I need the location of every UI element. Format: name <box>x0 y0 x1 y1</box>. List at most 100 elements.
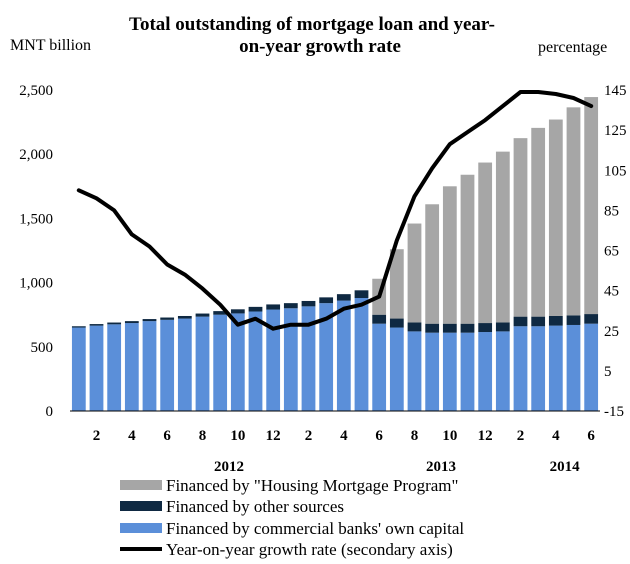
chart-title: Total outstanding of mortgage loan and y… <box>129 14 495 57</box>
growth-rate-line <box>76 90 594 331</box>
bar-segment-hmp <box>584 97 599 315</box>
bar-segment-banks <box>460 332 475 411</box>
bar-segment-hmp <box>531 127 546 317</box>
bar-segment-banks <box>124 323 139 411</box>
bar-segment-other <box>160 317 175 320</box>
bar-segment-banks <box>372 323 387 411</box>
chart-title-line2: on-year growth rate <box>239 36 401 57</box>
bar-segment-banks <box>160 319 175 411</box>
bar-segment-other <box>230 309 245 314</box>
right-tick-label: 125 <box>604 123 627 139</box>
legend-label-growth: Year-on-year growth rate (secondary axis… <box>166 540 453 559</box>
bar-segment-banks <box>283 308 298 411</box>
legend: Financed by "Housing Mortgage Program" F… <box>120 476 464 559</box>
bar-segment-banks <box>425 332 440 411</box>
right-axis-ticks: -15 5 25 45 65 85 105 125 145 <box>604 83 627 420</box>
x-tick-label: 6 <box>163 428 171 444</box>
bar-segment-other <box>319 297 334 304</box>
x-tick-label: 2 <box>517 428 525 444</box>
bar-segment-other <box>372 314 387 324</box>
x-tick-label: 6 <box>375 428 383 444</box>
bar-segment-other <box>354 290 369 299</box>
bar-segment-banks <box>336 300 351 411</box>
bar-segment-other <box>566 315 581 325</box>
growth-rate-polyline <box>76 90 594 331</box>
x-tick-label: 4 <box>552 428 560 444</box>
right-tick-label: 105 <box>604 163 627 179</box>
bar-segment-banks <box>301 306 316 411</box>
chart-title-line1: Total outstanding of mortgage loan and y… <box>129 14 495 35</box>
x-axis-ticks: 2 4 6 8 10 12 2 4 6 8 10 12 2 4 6 <box>93 428 596 444</box>
bar-segment-banks <box>213 314 228 411</box>
right-tick-label: -15 <box>604 404 624 420</box>
bar-segment-banks <box>177 318 192 411</box>
x-tick-label: 8 <box>411 428 419 444</box>
bar-segment-banks <box>89 325 104 411</box>
bar-segment-hmp <box>460 174 475 324</box>
legend-swatch-other <box>120 501 162 511</box>
right-tick-label: 5 <box>604 364 612 380</box>
x-tick-label: 2 <box>93 428 101 444</box>
bar-segment-other <box>425 323 440 333</box>
bar-segment-other <box>301 300 316 307</box>
bar-segment-hmp <box>548 119 563 316</box>
bar-segment-banks <box>531 326 546 411</box>
bar-segment-hmp <box>389 249 404 319</box>
bar-segment-other <box>495 322 510 332</box>
right-tick-label: 85 <box>604 203 619 219</box>
year-label: 2013 <box>426 459 456 475</box>
bar-segment-other <box>478 323 493 333</box>
bar-segment-banks <box>478 332 493 411</box>
x-tick-label: 10 <box>442 428 457 444</box>
bar-segment-hmp <box>495 151 510 323</box>
bar-segment-other <box>213 311 228 315</box>
left-tick-label: 0 <box>46 404 54 420</box>
bar-segment-other <box>442 323 457 333</box>
x-tick-label: 8 <box>199 428 207 444</box>
bar-segment-other <box>548 315 563 326</box>
bar-segment-banks <box>407 331 422 411</box>
stacked-bars <box>71 97 599 411</box>
bar-segment-banks <box>230 313 245 411</box>
bar-segment-other <box>407 322 422 332</box>
left-tick-label: 2,500 <box>19 83 53 99</box>
bar-segment-banks <box>354 298 369 411</box>
x-tick-label: 12 <box>266 428 281 444</box>
left-tick-label: 2,000 <box>19 147 53 163</box>
year-labels: 2012 2013 2014 <box>214 459 580 475</box>
left-axis-unit: MNT billion <box>10 37 91 54</box>
left-tick-label: 1,000 <box>19 276 53 292</box>
bar-segment-banks <box>107 324 122 411</box>
bar-segment-hmp <box>407 223 422 323</box>
bar-segment-banks <box>195 316 210 411</box>
bar-segment-banks <box>389 327 404 411</box>
bar-segment-other <box>283 303 298 309</box>
bar-segment-banks <box>548 325 563 411</box>
bar-segment-other <box>248 306 263 312</box>
right-tick-label: 25 <box>604 324 619 340</box>
bar-segment-other <box>266 304 281 310</box>
bar-segment-banks <box>142 321 157 411</box>
bar-segment-other <box>124 321 139 324</box>
legend-swatch-hmp <box>120 480 162 490</box>
bar-segment-other <box>89 324 104 326</box>
bar-segment-other <box>195 313 210 317</box>
bar-segment-banks <box>442 332 457 411</box>
bar-segment-other <box>513 316 528 327</box>
bar-segment-other <box>336 294 351 301</box>
bar-segment-other <box>389 318 404 328</box>
bar-segment-other <box>460 323 475 333</box>
bar-segment-banks <box>71 327 86 411</box>
bar-segment-hmp <box>425 204 440 324</box>
bar-segment-banks <box>584 323 599 411</box>
bar-segment-other <box>584 314 599 324</box>
bar-segment-banks <box>266 309 281 411</box>
legend-label-other: Financed by other sources <box>166 497 344 516</box>
left-tick-label: 1,500 <box>19 211 53 227</box>
bar-segment-other <box>107 322 122 325</box>
bar-segment-banks <box>513 326 528 411</box>
x-tick-label: 2 <box>305 428 313 444</box>
bar-segment-hmp <box>513 138 528 317</box>
bar-segment-other <box>71 326 86 328</box>
